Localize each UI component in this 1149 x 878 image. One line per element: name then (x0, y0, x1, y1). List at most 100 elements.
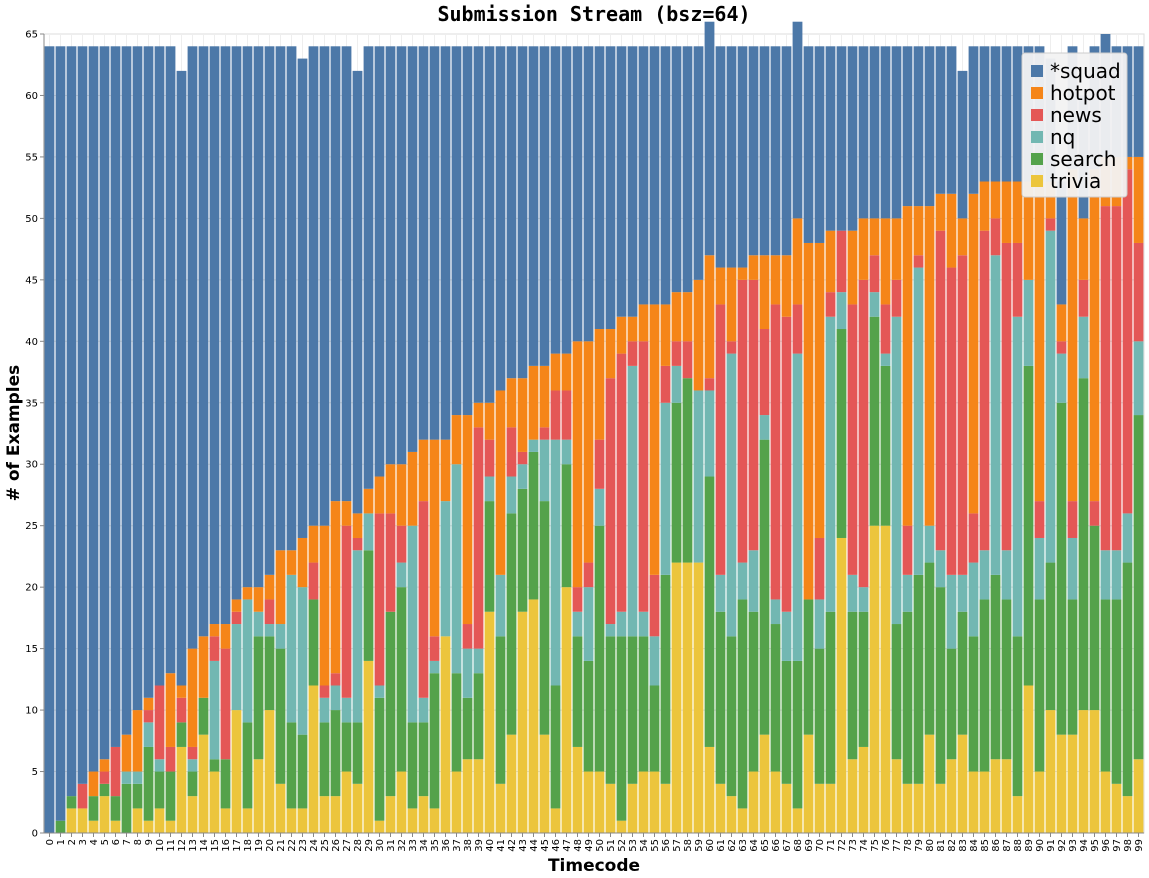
bar-segment-trivia-96 (1100, 771, 1111, 833)
bar-segment-search-16 (220, 759, 231, 809)
bar-segment-nq-37 (451, 464, 462, 674)
bar-segment-squad-34 (418, 46, 429, 440)
bar-segment-squad-11 (165, 46, 176, 674)
bar-segment-squad-4 (88, 46, 99, 772)
bar-segment-squad-56 (660, 46, 671, 305)
bar-segment-trivia-77 (891, 759, 902, 833)
bar-segment-search-18 (242, 722, 253, 809)
x-tick-label: 90 (1035, 839, 1046, 852)
bar-segment-news-52 (616, 353, 627, 612)
bar-segment-squad-43 (517, 46, 528, 379)
bar-segment-squad-84 (968, 46, 979, 194)
bar-segment-news-55 (649, 574, 660, 637)
bar-segment-nq-18 (242, 599, 253, 723)
x-tick-label: 5 (100, 839, 111, 845)
bar-segment-news-9 (143, 710, 154, 723)
bar-segment-search-52 (616, 636, 627, 821)
x-tick-label: 33 (408, 839, 419, 852)
bar-segment-nq-47 (561, 439, 572, 465)
bar-segment-news-51 (605, 378, 616, 625)
bar-segment-search-54 (638, 636, 649, 772)
bar-segment-hotpot-19 (253, 587, 264, 612)
bar-segment-nq-99 (1133, 341, 1144, 416)
bar-segment-squad-65 (759, 46, 770, 256)
bar-segment-nq-28 (352, 550, 363, 723)
bar-segment-hotpot-49 (583, 341, 594, 563)
bar-segment-nq-71 (825, 316, 836, 612)
bar-segment-trivia-2 (66, 808, 77, 833)
x-tick-label: 82 (947, 839, 958, 852)
bar-segment-squad-35 (429, 46, 440, 440)
bar-segment-news-68 (792, 304, 803, 354)
bar-segment-trivia-79 (913, 783, 924, 833)
legend-label-hotpot: hotpot (1050, 81, 1116, 105)
bar-segment-hotpot-80 (924, 206, 935, 526)
bar-segment-squad-73 (847, 46, 858, 231)
bar-segment-trivia-78 (902, 783, 913, 833)
bar-segment-trivia-47 (561, 587, 572, 833)
bar-segment-hotpot-35 (429, 439, 440, 637)
bar-segment-squad-10 (154, 46, 165, 686)
bar-segment-search-53 (627, 636, 638, 784)
bar-segment-news-56 (660, 365, 671, 403)
bar-segment-trivia-85 (979, 771, 990, 833)
bar-segment-squad-7 (121, 46, 132, 735)
bar-segment-news-12 (176, 697, 187, 723)
bar-segment-trivia-20 (264, 710, 275, 833)
bar-segment-squad-74 (858, 46, 869, 219)
bar-segment-squad-41 (495, 46, 506, 391)
bar-segment-squad-82 (946, 46, 957, 194)
bar-segment-search-62 (726, 636, 737, 797)
x-tick-label: 78 (903, 839, 914, 852)
bar-segment-news-60 (704, 378, 715, 391)
bar-segment-search-69 (803, 599, 814, 735)
bar-segment-search-40 (484, 501, 495, 612)
bar-segment-hotpot-44 (528, 365, 539, 440)
bar-segment-hotpot-24 (308, 525, 319, 563)
bar-segment-trivia-27 (341, 771, 352, 833)
bar-segment-search-56 (660, 574, 671, 784)
bar-segment-search-73 (847, 611, 858, 760)
bar-segment-trivia-52 (616, 820, 627, 833)
x-tick-label: 49 (584, 839, 595, 852)
bar-segment-news-50 (594, 439, 605, 489)
x-tick-label: 19 (254, 839, 265, 852)
x-tick-label: 85 (980, 839, 991, 852)
bar-segment-search-6 (110, 796, 121, 821)
bar-segment-trivia-66 (770, 771, 781, 833)
bar-segment-news-13 (187, 746, 198, 760)
bar-segment-nq-27 (341, 697, 352, 723)
bar-segment-trivia-57 (671, 562, 682, 833)
bar-segment-news-3 (77, 783, 88, 809)
x-tick-label: 59 (694, 839, 705, 852)
bar-segment-trivia-21 (275, 783, 286, 833)
x-tick-label: 24 (309, 839, 320, 852)
bar-segment-hotpot-37 (451, 415, 462, 465)
bar-segment-search-44 (528, 451, 539, 600)
bar-segment-hotpot-64 (748, 255, 759, 280)
bar-segment-squad-87 (1001, 46, 1012, 182)
bar-segment-squad-39 (473, 46, 484, 403)
bar-segment-search-80 (924, 562, 935, 735)
x-tick-label: 12 (177, 839, 188, 852)
x-tick-label: 9 (144, 839, 155, 845)
y-tick-label: 0 (32, 829, 38, 840)
bar-segment-news-32 (396, 525, 407, 563)
bar-segment-nq-94 (1078, 316, 1089, 379)
bar-segment-trivia-13 (187, 796, 198, 833)
bar-segment-nq-66 (770, 599, 781, 625)
y-tick-label: 50 (25, 214, 38, 225)
bar-segment-trivia-70 (814, 783, 825, 833)
x-tick-label: 14 (199, 839, 210, 852)
bar-segment-hotpot-77 (891, 218, 902, 280)
bar-segment-trivia-38 (462, 759, 473, 833)
bar-segment-news-90 (1034, 501, 1045, 538)
bar-segment-trivia-67 (781, 783, 792, 833)
bar-segment-trivia-32 (396, 771, 407, 833)
x-tick-label: 26 (331, 839, 342, 852)
bar-segment-trivia-26 (330, 796, 341, 833)
bar-segment-search-95 (1089, 525, 1100, 711)
bar-segment-nq-52 (616, 611, 627, 637)
bar-segment-nq-39 (473, 648, 484, 674)
bar-segment-nq-40 (484, 476, 495, 502)
